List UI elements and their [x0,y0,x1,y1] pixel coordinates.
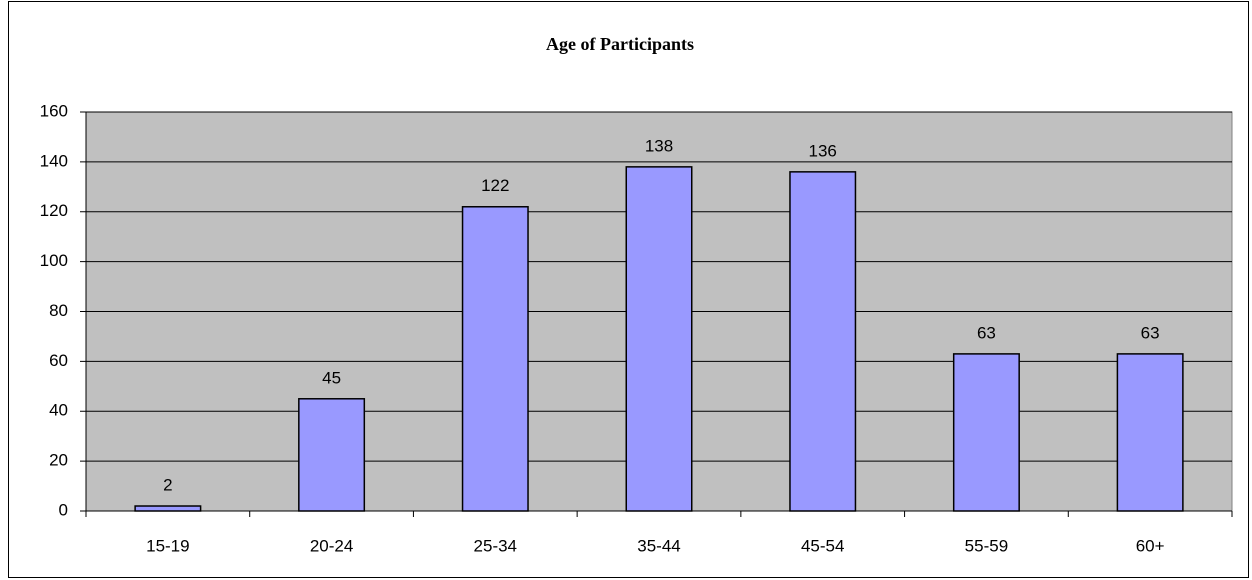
data-label: 136 [809,141,837,160]
bar [625,166,693,512]
y-tick-label: 140 [40,151,68,170]
y-tick-label: 20 [49,451,68,470]
y-tick-label: 160 [40,101,68,120]
x-tick-label: 60+ [1136,536,1165,555]
data-label: 122 [481,176,509,195]
bar [461,206,529,512]
x-tick-label: 15-19 [146,536,189,555]
y-tick-label: 100 [40,251,68,270]
bar [298,398,366,512]
y-tick-label: 0 [59,500,68,519]
x-tick-label: 35-44 [637,536,680,555]
bar [1116,353,1184,512]
y-tick-label: 40 [49,401,68,420]
x-tick-label: 55-59 [965,536,1008,555]
x-tick-label: 25-34 [474,536,517,555]
data-label: 45 [322,368,341,387]
data-label: 63 [977,323,996,342]
y-tick-label: 80 [49,301,68,320]
chart-title: Age of Participants [546,34,694,54]
bar [952,353,1020,512]
y-tick-label: 60 [49,351,68,370]
y-tick-label: 120 [40,201,68,220]
x-tick-label: 45-54 [801,536,844,555]
data-label: 2 [163,475,172,494]
data-label: 138 [645,136,673,155]
x-tick-label: 20-24 [310,536,353,555]
bar [134,505,202,512]
data-label: 63 [1141,323,1160,342]
bar [789,171,857,512]
